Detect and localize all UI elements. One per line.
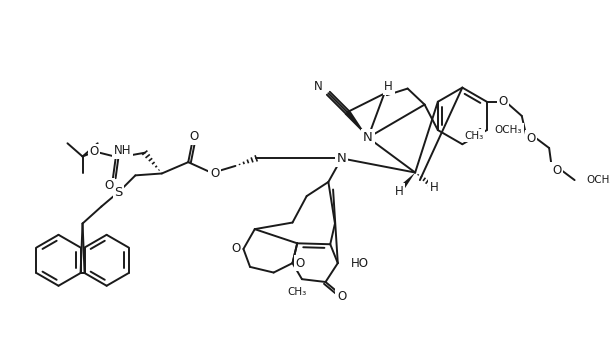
Text: NH: NH <box>114 144 132 157</box>
Text: N: N <box>363 131 373 144</box>
Text: OCH₃: OCH₃ <box>586 175 610 185</box>
Text: O: O <box>295 257 304 270</box>
Text: O: O <box>89 145 98 158</box>
Text: O: O <box>104 179 113 192</box>
Text: H: H <box>384 80 393 93</box>
Polygon shape <box>345 110 368 138</box>
Text: O: O <box>231 242 240 256</box>
Text: CH₃: CH₃ <box>287 287 307 297</box>
Text: OCH₃: OCH₃ <box>495 125 522 135</box>
Text: HO: HO <box>351 257 369 270</box>
Text: N: N <box>337 152 346 165</box>
Text: S: S <box>114 186 123 199</box>
Text: O: O <box>498 95 508 108</box>
Text: H: H <box>395 185 403 198</box>
Text: CH₃: CH₃ <box>464 131 484 141</box>
Polygon shape <box>400 172 415 189</box>
Text: H: H <box>429 181 439 194</box>
Text: O: O <box>189 130 198 143</box>
Text: O: O <box>526 132 536 145</box>
Text: N: N <box>314 80 323 93</box>
Text: O: O <box>337 290 346 303</box>
Text: O: O <box>210 167 219 180</box>
Text: O: O <box>552 164 561 177</box>
